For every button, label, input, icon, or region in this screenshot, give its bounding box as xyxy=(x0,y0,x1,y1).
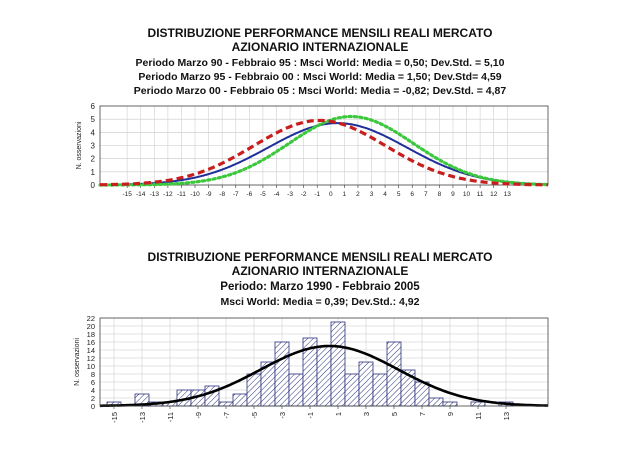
chart2-xtick-label: 3 xyxy=(362,412,371,416)
chart1-xtick-label: -2 xyxy=(301,191,307,198)
chart2-histogram-bar xyxy=(414,381,430,407)
chart1-xtick-label: -14 xyxy=(136,191,146,198)
chart2-histogram-bar xyxy=(288,373,304,407)
chart1-xtick-label: 5 xyxy=(397,191,401,198)
chart2-xtick-label: -13 xyxy=(138,412,147,423)
chart2-histogram-bar xyxy=(232,393,248,407)
chart2-ytick-label: 4 xyxy=(91,386,95,395)
chart2-histogram-bar xyxy=(316,345,332,407)
chart2-y-axis-label: N. osservazioni xyxy=(74,338,81,386)
chart1-xtick-label: 0 xyxy=(329,191,333,198)
chart2-ytick-label: 18 xyxy=(87,330,95,339)
chart1-subtitle-3: Periodo Marzo 00 - Febbraio 05 : Msci Wo… xyxy=(133,85,507,97)
chart2-histogram-bar xyxy=(428,397,444,407)
chart2-xtick-label: -5 xyxy=(250,412,259,419)
chart2-histogram-bar xyxy=(470,401,486,407)
chart1-ytick-label: 3 xyxy=(91,142,96,151)
chart2-histogram-bar xyxy=(344,373,360,407)
chart2-histogram-bar xyxy=(358,361,374,407)
chart2-histogram-bar xyxy=(330,321,346,407)
chart2-histogram-bar xyxy=(218,401,234,407)
chart2-ytick-label: 2 xyxy=(91,394,95,403)
chart1-xtick-label: -1 xyxy=(314,191,320,198)
chart1-plot-frame xyxy=(99,105,549,186)
chart1-y-axis-label: N. osservazioni xyxy=(76,121,83,169)
chart2-xtick-label: -11 xyxy=(166,412,175,422)
chart1-xtick-label: 12 xyxy=(490,191,498,198)
chart2-xtick-label: 7 xyxy=(418,412,427,416)
chart2-xtick-label: 5 xyxy=(390,412,399,416)
chart1-xtick-label: -15 xyxy=(122,191,132,198)
chart1-xtick-label: -13 xyxy=(150,191,160,198)
chart1-ytick-label: 4 xyxy=(91,128,96,137)
chart2-ytick-label: 20 xyxy=(87,322,95,331)
chart1-ytick-label: 2 xyxy=(91,155,96,164)
chart2-xtick-label: -9 xyxy=(194,412,203,419)
chart1-xtick-label: -12 xyxy=(163,191,173,198)
chart1-ytick-label: 5 xyxy=(91,115,96,124)
chart2-ytick-label: 8 xyxy=(91,370,95,379)
chart2-ytick-label: 10 xyxy=(87,362,95,371)
chart2-xtick-label: 9 xyxy=(446,412,455,416)
chart1-series-curve xyxy=(100,118,548,187)
chart1-xtick-label: 7 xyxy=(424,191,428,198)
chart1-xtick-label: -6 xyxy=(246,191,252,198)
chart1-xtick-label: 9 xyxy=(451,191,455,198)
chart1-xtick-label: -3 xyxy=(287,191,293,198)
chart2-xtick-label: -3 xyxy=(278,412,287,419)
chart1-xtick-label: -10 xyxy=(190,191,200,198)
chart1-xtick-label: -11 xyxy=(177,191,186,198)
chart1-xtick-label: 2 xyxy=(356,191,360,198)
chart2-histogram-bar xyxy=(372,373,388,407)
chart2-ytick-label: 6 xyxy=(91,378,95,387)
chart1-xtick-label: 13 xyxy=(504,191,512,198)
chart1-xtick-label: 11 xyxy=(477,191,484,198)
chart2-xtick-label: 13 xyxy=(502,412,511,420)
chart2-xtick-label: -15 xyxy=(110,412,119,423)
chart2-histogram-bar xyxy=(386,341,402,407)
chart2-xtick-label: 11 xyxy=(474,412,483,420)
chart1-series-curve xyxy=(98,114,550,187)
chart1-xtick-label: -9 xyxy=(206,191,212,198)
chart1-xtick-label: 1 xyxy=(343,191,347,198)
chart2-ytick-label: 16 xyxy=(87,338,95,347)
chart2-title: DISTRIBUZIONE PERFORMANCE MENSILI REALI … xyxy=(147,250,493,278)
chart2-ytick-label: 0 xyxy=(91,402,95,411)
chart1-subtitle-2: Periodo Marzo 95 - Febbraio 00 : Msci Wo… xyxy=(138,71,502,83)
chart1-title: DISTRIBUZIONE PERFORMANCE MENSILI REALI … xyxy=(147,26,493,54)
chart1-xtick-label: 8 xyxy=(438,191,442,198)
chart1-ytick-label: 1 xyxy=(91,168,96,177)
chart1-xtick-label: -7 xyxy=(233,191,239,198)
chart1-xtick-label: 6 xyxy=(410,191,414,198)
chart2-histogram-bar xyxy=(274,341,290,407)
chart2-xtick-label: 1 xyxy=(334,412,343,416)
chart1-xtick-label: -5 xyxy=(260,191,266,198)
chart2-histogram-bar xyxy=(442,401,458,407)
chart2-xtick-label: -1 xyxy=(306,412,315,419)
chart1-ytick-label: 0 xyxy=(91,181,96,190)
chart1-ytick-label: 6 xyxy=(91,102,96,111)
chart2-ytick-label: 12 xyxy=(87,354,95,363)
chart1-xtick-label: 4 xyxy=(383,191,387,198)
chart1-xtick-label: -4 xyxy=(274,191,280,198)
chart2-fit-curve xyxy=(100,344,548,408)
chart2-plot-frame xyxy=(99,317,549,407)
chart1-subtitle-1: Periodo Marzo 90 - Febbraio 95 : Msci Wo… xyxy=(135,57,505,69)
chart2-ytick-label: 22 xyxy=(87,314,95,323)
chart1-xtick-label: 3 xyxy=(370,191,374,198)
chart2-xtick-label: -7 xyxy=(222,412,231,419)
chart2-subtitle-1: Periodo: Marzo 1990 - Febbraio 2005 xyxy=(220,281,420,293)
chart2-subtitle-2: Msci World: Media = 0,39; Dev.Std.: 4,92 xyxy=(220,296,420,308)
chart1-xtick-label: 10 xyxy=(463,191,471,198)
chart2-histogram-bar xyxy=(246,373,262,407)
chart1-xtick-label: -8 xyxy=(219,191,225,198)
chart2-ytick-label: 14 xyxy=(87,346,95,355)
